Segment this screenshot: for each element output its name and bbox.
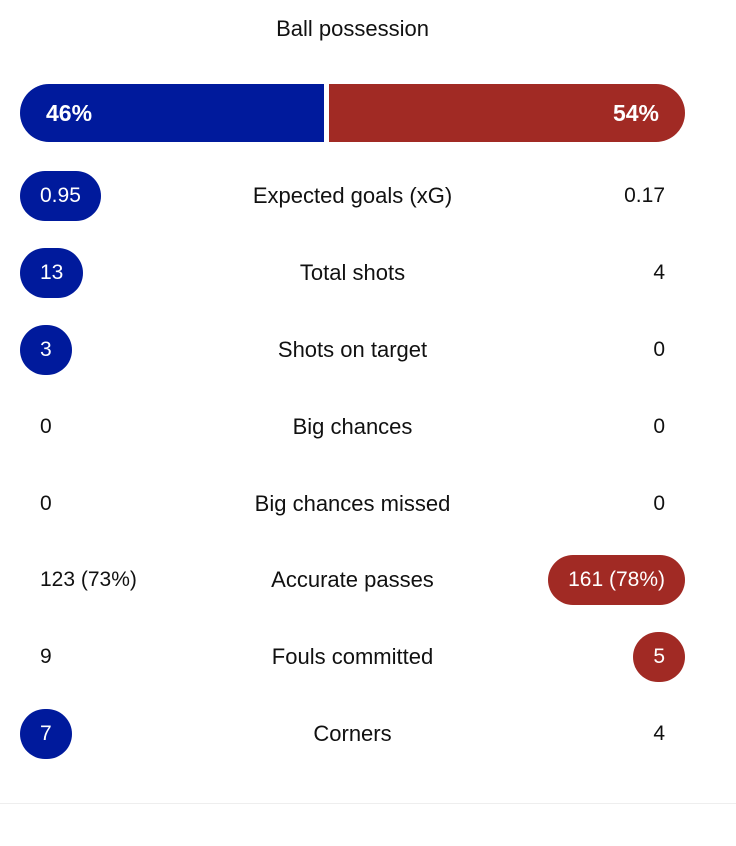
stat-row-total-shots: 13 Total shots 4 [0, 248, 705, 298]
stat-row-big-chances-missed: 0 Big chances missed 0 [0, 479, 705, 529]
stat-home-value: 7 [20, 709, 72, 759]
divider [0, 803, 736, 804]
possession-away-value: 54% [612, 99, 659, 126]
stat-home-value: 9 [40, 645, 52, 668]
stat-home-value: 0 [40, 415, 52, 438]
stat-home-value: 13 [20, 248, 84, 298]
stat-label: Expected goals (xG) [252, 183, 453, 208]
stat-row-corners: 7 Corners 4 [0, 709, 705, 759]
stat-home-value: 123 (73%) [40, 568, 137, 591]
stat-away-value: 0 [653, 415, 665, 438]
stat-row-big-chances: 0 Big chances 0 [0, 402, 705, 452]
stat-label: Accurate passes [271, 567, 434, 592]
stat-away-value: 4 [653, 722, 665, 745]
stat-row-accurate-passes: 123 (73%) Accurate passes 161 (78%) [0, 555, 705, 605]
stat-away-value: 5 [633, 632, 685, 682]
stat-label: Corners [313, 721, 392, 746]
stat-home-value: 3 [20, 325, 72, 375]
stat-row-shots-on-target: 3 Shots on target 0 [0, 325, 705, 375]
stat-label: Shots on target [277, 337, 428, 362]
stat-row-expected-goals: 0.95 Expected goals (xG) 0.17 [0, 171, 705, 221]
possession-away-segment: 54% [329, 84, 685, 142]
stat-away-value: 0 [653, 338, 665, 361]
stat-home-value: 0.95 [20, 171, 101, 221]
stat-away-value: 0.17 [624, 184, 665, 207]
stat-away-value: 4 [653, 261, 665, 284]
stat-label: Total shots [299, 260, 406, 285]
stat-label: Fouls committed [271, 644, 434, 669]
stat-home-value: 0 [40, 492, 52, 515]
stat-label: Big chances [292, 414, 413, 439]
possession-home-value: 46% [46, 99, 93, 126]
stat-away-value: 0 [653, 492, 665, 515]
stat-row-fouls-committed: 9 Fouls committed 5 [0, 632, 705, 682]
possession-title: Ball possession [276, 16, 429, 41]
possession-bar: 46% 54% [20, 84, 685, 142]
possession-home-segment: 46% [20, 84, 324, 142]
stat-label: Big chances missed [254, 491, 451, 516]
stat-away-value: 161 (78%) [548, 555, 685, 605]
